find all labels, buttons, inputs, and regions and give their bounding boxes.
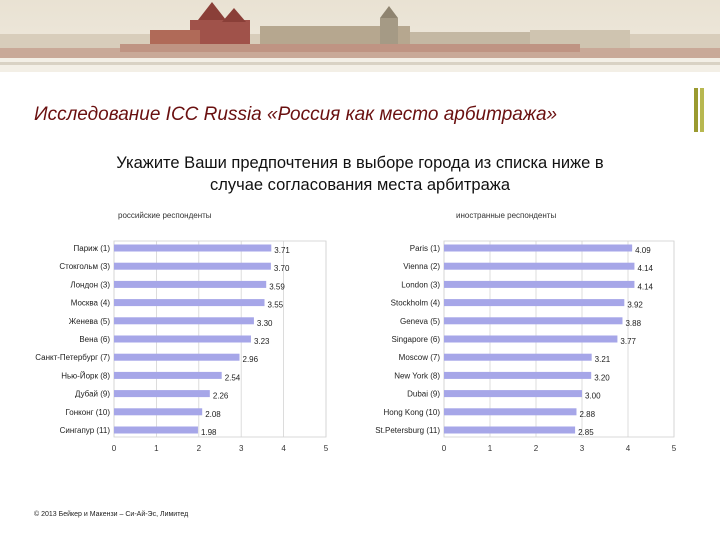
bar bbox=[114, 335, 251, 343]
question-line-1: Укажите Ваши предпочтения в выборе город… bbox=[116, 154, 604, 172]
x-tick-label: 5 bbox=[324, 444, 329, 453]
category-label: Вена (6) bbox=[79, 335, 110, 344]
value-label: 3.30 bbox=[257, 319, 273, 328]
category-label: Гонконг (10) bbox=[66, 408, 111, 417]
accent-rule bbox=[694, 88, 698, 132]
bar bbox=[444, 280, 635, 288]
category-label: Париж (1) bbox=[74, 244, 111, 253]
value-label: 3.00 bbox=[585, 392, 601, 401]
value-label: 3.70 bbox=[274, 264, 290, 273]
x-tick-label: 0 bbox=[112, 444, 117, 453]
x-tick-label: 2 bbox=[197, 444, 202, 453]
bar bbox=[114, 244, 272, 252]
value-label: 2.96 bbox=[243, 355, 259, 364]
value-label: 3.77 bbox=[620, 337, 636, 346]
x-tick-label: 2 bbox=[534, 444, 539, 453]
bar bbox=[114, 280, 267, 288]
bar bbox=[114, 390, 210, 398]
question-text: Укажите Ваши предпочтения в выборе город… bbox=[40, 152, 680, 196]
category-label: Hong Kong (10) bbox=[384, 408, 441, 417]
bar bbox=[444, 335, 618, 343]
x-tick-label: 4 bbox=[626, 444, 631, 453]
value-label: 2.54 bbox=[225, 373, 241, 382]
value-label: 3.55 bbox=[268, 301, 284, 310]
value-label: 4.09 bbox=[635, 246, 651, 255]
category-label: Singapore (6) bbox=[392, 335, 441, 344]
value-label: 3.92 bbox=[627, 301, 643, 310]
x-tick-label: 0 bbox=[442, 444, 447, 453]
bar bbox=[114, 317, 254, 325]
x-tick-label: 5 bbox=[672, 444, 677, 453]
category-label: Сингапур (11) bbox=[60, 426, 111, 435]
category-label: Санкт-Петербург (7) bbox=[35, 353, 110, 362]
category-label: Дубай (9) bbox=[75, 390, 110, 399]
accent-rule-secondary bbox=[700, 88, 704, 132]
value-label: 2.85 bbox=[578, 428, 594, 437]
bar bbox=[444, 408, 577, 416]
x-tick-label: 1 bbox=[154, 444, 159, 453]
page-title: Исследование ICC Russia «Россия как мест… bbox=[34, 104, 558, 125]
category-label: Vienna (2) bbox=[403, 262, 440, 271]
bar bbox=[444, 426, 576, 434]
bar bbox=[444, 371, 592, 379]
bar bbox=[114, 371, 222, 379]
value-label: 3.23 bbox=[254, 337, 270, 346]
category-label: Нью-Йорк (8) bbox=[61, 371, 110, 380]
question-line-2: случае согласования места арбитража bbox=[210, 176, 510, 194]
category-label: Женева (5) bbox=[69, 317, 111, 326]
category-label: Dubai (9) bbox=[407, 390, 440, 399]
x-tick-label: 3 bbox=[239, 444, 244, 453]
category-label: Лондон (3) bbox=[70, 280, 110, 289]
chart-title: российские респонденты bbox=[118, 211, 212, 220]
category-label: Москва (4) bbox=[71, 299, 111, 308]
category-label: Stockholm (4) bbox=[391, 299, 441, 308]
bar bbox=[444, 353, 592, 361]
bar bbox=[444, 262, 635, 270]
value-label: 3.21 bbox=[595, 355, 611, 364]
category-label: St.Petersburg (11) bbox=[375, 426, 440, 435]
chart-foreign-respondents: иностранные респонденты 0 1 2 3 4 5 Paris (1) 4.… bbox=[340, 205, 710, 470]
bar bbox=[444, 244, 633, 252]
chart-foreign-svg: иностранные респонденты 0 1 2 3 4 5 Paris (1) 4.… bbox=[375, 211, 677, 453]
category-label: Стокгольм (3) bbox=[59, 262, 110, 271]
bar bbox=[114, 353, 240, 361]
bar bbox=[444, 317, 623, 325]
category-label: Paris (1) bbox=[410, 244, 441, 253]
x-tick-label: 4 bbox=[281, 444, 286, 453]
value-label: 1.98 bbox=[201, 428, 217, 437]
category-label: New York (8) bbox=[394, 371, 440, 380]
category-label: Moscow (7) bbox=[399, 353, 441, 362]
value-label: 3.71 bbox=[274, 246, 290, 255]
chart-russian-respondents: российские респонденты 0 1 2 3 4 5 Париж (1) 3.7… bbox=[0, 205, 360, 470]
chart-russian-svg: российские респонденты 0 1 2 3 4 5 Париж (1) 3.7… bbox=[35, 211, 329, 453]
bar bbox=[114, 262, 271, 270]
x-tick-label: 3 bbox=[580, 444, 585, 453]
value-label: 4.14 bbox=[637, 264, 653, 273]
value-label: 3.88 bbox=[625, 319, 641, 328]
bar bbox=[114, 426, 198, 434]
x-tick-label: 1 bbox=[488, 444, 493, 453]
chart-title: иностранные респонденты bbox=[456, 211, 556, 220]
bar bbox=[444, 299, 625, 307]
value-label: 2.08 bbox=[205, 410, 221, 419]
value-label: 2.88 bbox=[579, 410, 595, 419]
copyright-footer: © 2013 Бейкер и Макензи – Си-Ай-Эс, Лими… bbox=[34, 511, 189, 518]
value-label: 3.20 bbox=[594, 373, 610, 382]
category-label: Geneva (5) bbox=[400, 317, 440, 326]
bar bbox=[114, 299, 265, 307]
value-label: 4.14 bbox=[637, 282, 653, 291]
category-label: London (3) bbox=[401, 280, 440, 289]
bar bbox=[114, 408, 203, 416]
value-label: 2.26 bbox=[213, 392, 229, 401]
header-banner-image bbox=[0, 0, 720, 72]
value-label: 3.59 bbox=[269, 282, 285, 291]
bar bbox=[444, 390, 582, 398]
